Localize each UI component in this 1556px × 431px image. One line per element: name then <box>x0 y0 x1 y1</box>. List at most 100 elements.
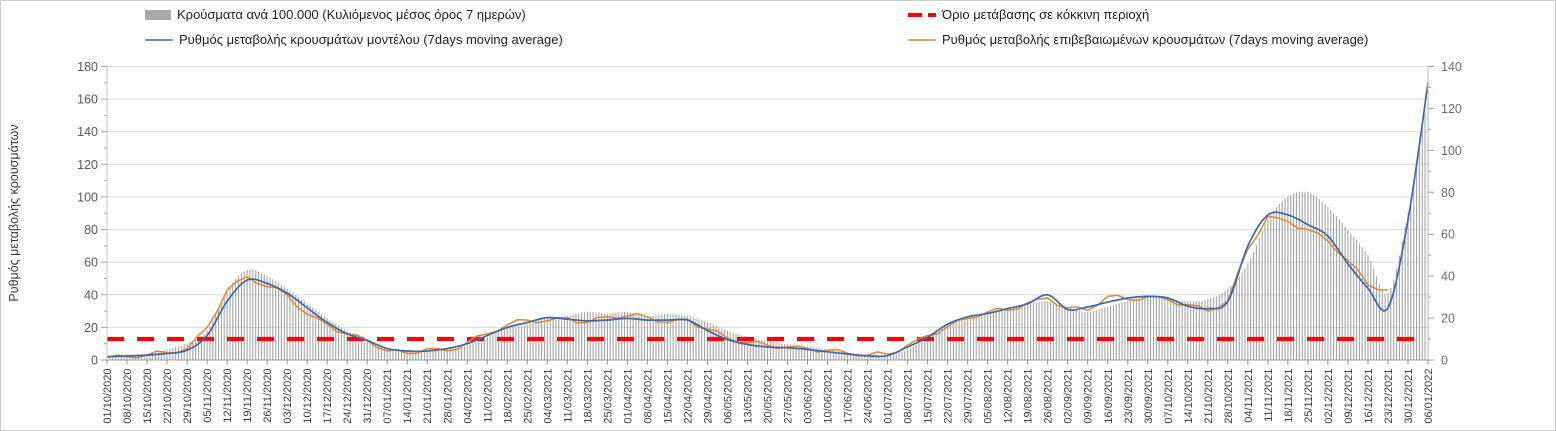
x-axis-tick-label: 19/08/2021 <box>1023 369 1035 424</box>
right-axis-tick-label: 80 <box>1441 186 1455 200</box>
x-axis-tick-label: 21/01/2021 <box>422 369 434 424</box>
threshold-legend-swatch <box>908 13 936 17</box>
x-axis-tick-label: 22/04/2021 <box>682 369 694 424</box>
left-axis-tick-label: 20 <box>84 321 98 335</box>
x-axis-tick-label: 25/03/2021 <box>602 369 614 424</box>
left-axis-tick-label: 120 <box>77 158 98 172</box>
x-axis-tick-label: 26/08/2021 <box>1043 369 1055 424</box>
x-axis-tick-label: 11/11/2021 <box>1263 369 1275 422</box>
x-axis-tick-label: 01/10/2020 <box>102 369 114 424</box>
x-axis-tick-label: 30/09/2021 <box>1143 369 1155 424</box>
legend-label-cases-per-100k: Κρούσματα ανά 100.000 (Κυλιόμενος μέσος … <box>177 7 526 22</box>
x-axis-tick-label: 31/12/2020 <box>362 369 374 424</box>
x-axis-tick-label: 16/12/2021 <box>1363 369 1375 424</box>
x-axis-tick-label: 01/07/2021 <box>883 369 895 424</box>
x-axis-tick-label: 17/06/2021 <box>843 369 855 424</box>
x-axis-tick-label: 02/09/2021 <box>1063 369 1075 424</box>
x-axis-tick-label: 24/12/2020 <box>342 369 354 424</box>
x-axis-tick-label: 29/10/2020 <box>182 369 194 424</box>
x-axis-tick-label: 29/04/2021 <box>703 369 715 424</box>
x-axis-tick-label: 18/02/2021 <box>502 369 514 424</box>
x-axis-tick-label: 10/12/2020 <box>302 369 314 424</box>
gridlines <box>107 66 1428 328</box>
x-axis-tick-label: 16/09/2021 <box>1103 369 1115 424</box>
y-axis-title: Ρυθμός μεταβολής κρουσμάτων <box>7 124 21 302</box>
x-axis-tick-label: 18/03/2021 <box>582 369 594 424</box>
right-axis-tick-label: 60 <box>1441 228 1455 242</box>
x-axis-tick-label: 08/10/2020 <box>122 369 134 424</box>
legend-item-red-zone-threshold: Όριο μετάβασης σε κόκκινη περιοχή <box>908 7 1149 23</box>
x-axis-tick-label: 04/03/2021 <box>542 369 554 424</box>
left-axis-tick-label: 140 <box>77 125 98 139</box>
x-axis-tick-label: 15/07/2021 <box>923 369 935 424</box>
x-axis-tick-label: 21/10/2021 <box>1203 369 1215 424</box>
right-axis-tick-label: 20 <box>1441 312 1455 326</box>
x-axis-tick-label: 23/12/2021 <box>1383 369 1395 424</box>
left-axis-ticks <box>101 66 107 361</box>
x-axis-tick-label: 30/12/2021 <box>1403 369 1415 424</box>
x-axis-tick-label: 27/05/2021 <box>783 369 795 424</box>
confirmed-rate-line <box>106 215 1389 359</box>
legend-label-model-rate: Ρυθμός μεταβολής κρουσμάτων μοντέλου (7d… <box>179 32 563 47</box>
left-axis-tick-label: 160 <box>77 93 98 107</box>
legend-item-confirmed-rate: Ρυθμός μεταβολής επιβεβαιωμένων κρουσμάτ… <box>908 32 1368 48</box>
x-axis-tick-label: 14/10/2021 <box>1183 369 1195 424</box>
x-axis-tick-label: 28/10/2021 <box>1223 369 1235 424</box>
x-axis-tick-label: 09/12/2021 <box>1343 369 1355 424</box>
x-axis-tick-label: 24/06/2021 <box>863 369 875 424</box>
model-line-legend-swatch <box>145 39 173 41</box>
x-axis-tick-label: 14/01/2021 <box>402 369 414 424</box>
right-axis-tick-label: 100 <box>1441 144 1462 158</box>
x-axis-tick-label: 08/04/2021 <box>642 369 654 424</box>
x-axis-tick-label: 03/12/2020 <box>282 369 294 424</box>
x-axis-tick-label: 07/01/2021 <box>382 369 394 424</box>
x-axis-tick-label: 23/09/2021 <box>1123 369 1135 424</box>
x-axis-tick-label: 02/12/2021 <box>1323 369 1335 424</box>
x-axis-tick-label: 13/05/2021 <box>743 369 755 424</box>
x-axis-tick-label: 06/05/2021 <box>723 369 735 424</box>
x-axis-tick-label: 04/02/2021 <box>462 369 474 424</box>
legend-item-model-rate: Ρυθμός μεταβολής κρουσμάτων μοντέλου (7d… <box>145 32 563 48</box>
right-axis-tick-label: 140 <box>1441 60 1462 74</box>
x-axis-tick-label: 06/01/2022 <box>1423 369 1435 424</box>
model-rate-line <box>106 82 1429 358</box>
x-axis-tick-label: 20/05/2021 <box>763 369 775 424</box>
x-axis-tick-label: 22/10/2020 <box>162 369 174 424</box>
x-axis-tick-label: 03/06/2021 <box>803 369 815 424</box>
x-axis-tick-label: 22/07/2021 <box>943 369 955 424</box>
x-axis-tick-label: 10/06/2021 <box>823 369 835 424</box>
left-axis-tick-label: 100 <box>77 190 98 204</box>
confirmed-line-legend-swatch <box>908 39 936 41</box>
x-axis-ticks <box>106 360 1429 365</box>
x-axis-tick-label: 17/12/2020 <box>322 369 334 424</box>
x-axis-tick-label: 15/04/2021 <box>662 369 674 424</box>
x-axis-tick-label: 11/02/2021 <box>482 369 494 423</box>
legend-label-confirmed-rate: Ρυθμός μεταβολής επιβεβαιωμένων κρουσμάτ… <box>942 32 1369 47</box>
right-axis-tick-label: 40 <box>1441 270 1455 284</box>
x-axis-tick-label: 05/08/2021 <box>983 369 995 424</box>
legend-label-red-zone-threshold: Όριο μετάβασης σε κόκκινη περιοχή <box>942 7 1150 22</box>
x-axis-tick-label: 04/11/2021 <box>1243 369 1255 423</box>
x-axis-tick-label: 25/11/2021 <box>1303 369 1315 423</box>
cases-bars-series <box>106 104 1429 360</box>
left-axis-tick-label: 0 <box>91 354 98 368</box>
x-axis-tick-label: 12/08/2021 <box>1003 369 1015 424</box>
x-axis-tick-label: 28/01/2021 <box>442 369 454 424</box>
right-axis-tick-label: 0 <box>1441 354 1448 368</box>
x-axis-tick-label: 18/11/2021 <box>1283 369 1295 423</box>
right-axis-tick-label: 120 <box>1441 102 1462 116</box>
x-axis-tick-label: 09/09/2021 <box>1083 369 1095 424</box>
x-axis-tick-label: 25/02/2021 <box>522 369 534 424</box>
x-axis-tick-label: 05/11/2020 <box>202 369 214 423</box>
x-axis-tick-label: 11/03/2021 <box>562 369 574 423</box>
x-axis-tick-label: 08/07/2021 <box>903 369 915 424</box>
x-axis-tick-label: 19/11/2020 <box>242 369 254 423</box>
left-axis-tick-label: 40 <box>84 288 98 302</box>
left-axis-tick-label: 60 <box>84 256 98 270</box>
x-axis-tick-label: 12/11/2020 <box>222 369 234 423</box>
x-axis-tick-label: 15/10/2020 <box>142 369 154 424</box>
legend-item-cases-per-100k: Κρούσματα ανά 100.000 (Κυλιόμενος μέσος … <box>145 7 526 23</box>
x-axis-tick-label: 29/07/2021 <box>963 369 975 424</box>
left-axis-tick-label: 180 <box>77 60 98 74</box>
